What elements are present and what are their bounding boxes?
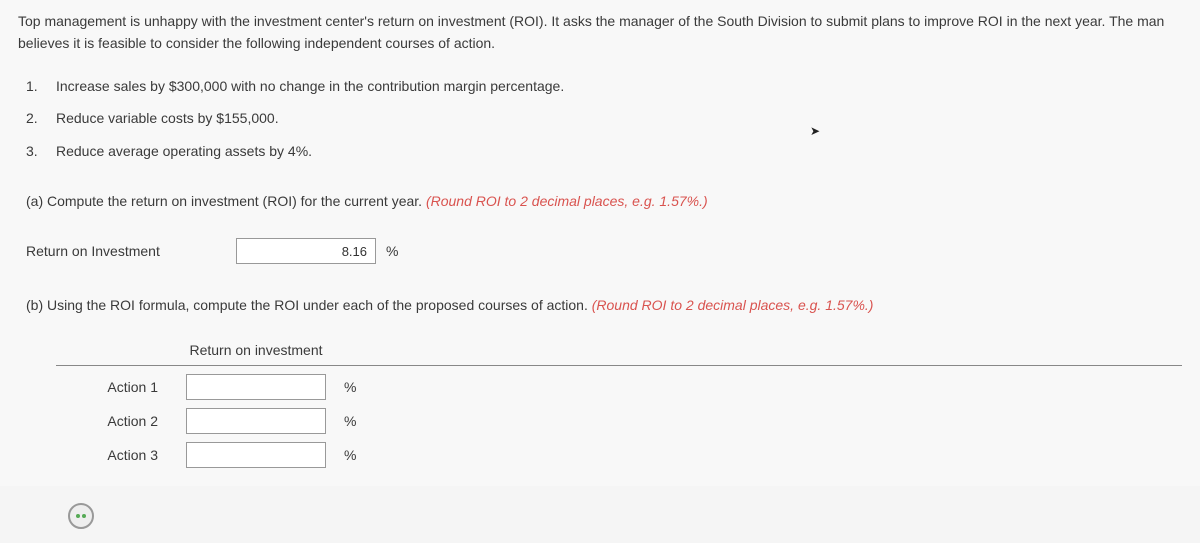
part-b-prefix: (b): [26, 297, 47, 313]
help-chat-icon[interactable]: [68, 503, 94, 529]
action-1-input-cell: [176, 374, 336, 400]
part-a-question: (a) Compute the return on investment (RO…: [26, 190, 1182, 212]
part-a-answer-row: Return on Investment %: [26, 238, 1182, 264]
part-b-block: (b) Using the ROI formula, compute the R…: [26, 294, 1182, 468]
part-b-question: (b) Using the ROI formula, compute the R…: [26, 294, 1182, 316]
action-3-label: Action 3: [56, 444, 176, 466]
part-b-hint: (Round ROI to 2 decimal places, e.g. 1.5…: [592, 297, 874, 313]
table-column-header: Return on investment: [176, 339, 336, 361]
action-2-input[interactable]: [186, 408, 326, 434]
intro-paragraph: Top management is unhappy with the inves…: [18, 10, 1182, 55]
part-a-text: Compute the return on investment (ROI) f…: [47, 193, 426, 209]
cursor-icon: ➤: [810, 122, 820, 141]
table-row: Action 2 %: [56, 408, 1182, 434]
action-1-unit: %: [344, 376, 356, 398]
action-3-input-cell: [176, 442, 336, 468]
table-header: Return on investment: [56, 339, 1182, 366]
list-item: 3. Reduce average operating assets by 4%…: [26, 140, 1182, 162]
list-text-3: Reduce average operating assets by 4%.: [56, 140, 312, 162]
actions-table: Return on investment Action 1 % Action 2…: [56, 339, 1182, 468]
list-number-3: 3.: [26, 140, 56, 162]
part-b-text: Using the ROI formula, compute the ROI u…: [47, 297, 592, 313]
part-a-prefix: (a): [26, 193, 47, 209]
list-item: 2. Reduce variable costs by $155,000.: [26, 107, 1182, 129]
courses-of-action-list: 1. Increase sales by $300,000 with no ch…: [26, 75, 1182, 162]
part-a-hint: (Round ROI to 2 decimal places, e.g. 1.5…: [426, 193, 708, 209]
action-1-label: Action 1: [56, 376, 176, 398]
action-1-input[interactable]: [186, 374, 326, 400]
table-row: Action 3 %: [56, 442, 1182, 468]
roi-input[interactable]: [236, 238, 376, 264]
action-2-input-cell: [176, 408, 336, 434]
list-number-1: 1.: [26, 75, 56, 97]
action-3-unit: %: [344, 444, 356, 466]
list-item: 1. Increase sales by $300,000 with no ch…: [26, 75, 1182, 97]
question-content: Top management is unhappy with the inves…: [0, 0, 1200, 486]
list-number-2: 2.: [26, 107, 56, 129]
roi-label: Return on Investment: [26, 240, 236, 262]
list-text-2: Reduce variable costs by $155,000.: [56, 107, 279, 129]
action-2-label: Action 2: [56, 410, 176, 432]
roi-unit: %: [386, 240, 398, 262]
part-a-block: (a) Compute the return on investment (RO…: [26, 190, 1182, 212]
table-row: Action 1 %: [56, 374, 1182, 400]
action-3-input[interactable]: [186, 442, 326, 468]
action-2-unit: %: [344, 410, 356, 432]
list-text-1: Increase sales by $300,000 with no chang…: [56, 75, 564, 97]
